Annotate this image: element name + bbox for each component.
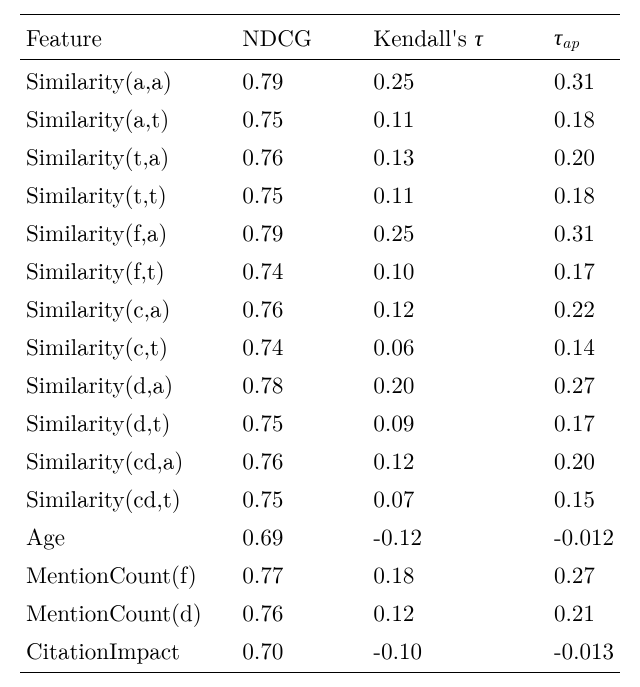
cell-feature: MentionCount(d) [20, 592, 236, 630]
table-row: Age0.69-0.12-0.012 [20, 516, 620, 554]
cell-kendall: 0.06 [367, 326, 548, 364]
cell-ndcg: 0.75 [236, 478, 367, 516]
table-row: Similarity(f,t)0.740.100.17 [20, 250, 620, 288]
cell-kendall: 0.12 [367, 440, 548, 478]
cell-kendall: 0.11 [367, 98, 548, 136]
cell-kendall: 0.11 [367, 174, 548, 212]
table-body: Similarity(a,a)0.790.250.31Similarity(a,… [20, 60, 620, 673]
cell-ndcg: 0.69 [236, 516, 367, 554]
cell-ndcg: 0.74 [236, 250, 367, 288]
metrics-table: Feature NDCG Kendall's τ τap Similarity(… [20, 14, 620, 673]
cell-kendall: 0.10 [367, 250, 548, 288]
col-header-feature: Feature [20, 15, 236, 60]
cell-ndcg: 0.75 [236, 98, 367, 136]
cell-feature: Similarity(d,t) [20, 402, 236, 440]
cell-feature: Similarity(cd,a) [20, 440, 236, 478]
table-row: MentionCount(d)0.760.120.21 [20, 592, 620, 630]
cell-feature: Similarity(c,t) [20, 326, 236, 364]
cell-tap: 0.18 [548, 174, 620, 212]
cell-ndcg: 0.79 [236, 212, 367, 250]
cell-ndcg: 0.76 [236, 136, 367, 174]
table-row: Similarity(d,a)0.780.200.27 [20, 364, 620, 402]
cell-feature: CitationImpact [20, 630, 236, 672]
cell-tap: 0.20 [548, 440, 620, 478]
tap-subscript: ap [562, 29, 579, 53]
cell-tap: -0.012 [548, 516, 620, 554]
table-row: Similarity(a,t)0.750.110.18 [20, 98, 620, 136]
kendall-tau-symbol: τ [475, 20, 483, 53]
cell-tap: 0.17 [548, 402, 620, 440]
cell-tap: -0.013 [548, 630, 620, 672]
table-row: CitationImpact0.70-0.10-0.013 [20, 630, 620, 672]
table-row: Similarity(c,t)0.740.060.14 [20, 326, 620, 364]
cell-kendall: -0.10 [367, 630, 548, 672]
cell-kendall: 0.12 [367, 592, 548, 630]
cell-tap: 0.20 [548, 136, 620, 174]
cell-tap: 0.27 [548, 554, 620, 592]
cell-kendall: 0.12 [367, 288, 548, 326]
cell-tap: 0.18 [548, 98, 620, 136]
cell-kendall: 0.13 [367, 136, 548, 174]
cell-tap: 0.14 [548, 326, 620, 364]
cell-ndcg: 0.79 [236, 60, 367, 99]
table-row: Similarity(a,a)0.790.250.31 [20, 60, 620, 99]
cell-ndcg: 0.75 [236, 174, 367, 212]
cell-feature: Similarity(f,t) [20, 250, 236, 288]
tap-tau-symbol: τ [554, 19, 562, 52]
cell-feature: Age [20, 516, 236, 554]
cell-feature: MentionCount(f) [20, 554, 236, 592]
cell-tap: 0.27 [548, 364, 620, 402]
cell-feature: Similarity(cd,t) [20, 478, 236, 516]
cell-feature: Similarity(a,t) [20, 98, 236, 136]
cell-kendall: 0.07 [367, 478, 548, 516]
cell-ndcg: 0.76 [236, 592, 367, 630]
cell-ndcg: 0.76 [236, 440, 367, 478]
cell-ndcg: 0.77 [236, 554, 367, 592]
cell-tap: 0.31 [548, 212, 620, 250]
cell-tap: 0.15 [548, 478, 620, 516]
cell-feature: Similarity(a,a) [20, 60, 236, 99]
cell-feature: Similarity(f,a) [20, 212, 236, 250]
cell-kendall: 0.25 [367, 212, 548, 250]
cell-kendall: 0.18 [367, 554, 548, 592]
header-row: Feature NDCG Kendall's τ τap [20, 15, 620, 60]
cell-kendall: -0.12 [367, 516, 548, 554]
cell-feature: Similarity(t,a) [20, 136, 236, 174]
cell-feature: Similarity(c,a) [20, 288, 236, 326]
col-header-ndcg: NDCG [236, 15, 367, 60]
cell-ndcg: 0.76 [236, 288, 367, 326]
table-row: Similarity(t,t)0.750.110.18 [20, 174, 620, 212]
table-row: Similarity(t,a)0.760.130.20 [20, 136, 620, 174]
cell-ndcg: 0.70 [236, 630, 367, 672]
cell-kendall: 0.20 [367, 364, 548, 402]
table-row: Similarity(d,t)0.750.090.17 [20, 402, 620, 440]
kendall-prefix: Kendall's [373, 20, 474, 53]
cell-ndcg: 0.74 [236, 326, 367, 364]
cell-ndcg: 0.78 [236, 364, 367, 402]
table-row: Similarity(cd,t)0.750.070.15 [20, 478, 620, 516]
table-row: Similarity(cd,a)0.760.120.20 [20, 440, 620, 478]
metrics-table-container: Feature NDCG Kendall's τ τap Similarity(… [0, 0, 640, 687]
col-header-kendall: Kendall's τ [367, 15, 548, 60]
table-row: Similarity(c,a)0.760.120.22 [20, 288, 620, 326]
cell-tap: 0.31 [548, 60, 620, 99]
cell-kendall: 0.09 [367, 402, 548, 440]
cell-tap: 0.17 [548, 250, 620, 288]
col-header-tap: τap [548, 15, 620, 60]
cell-tap: 0.22 [548, 288, 620, 326]
cell-feature: Similarity(t,t) [20, 174, 236, 212]
table-row: MentionCount(f)0.770.180.27 [20, 554, 620, 592]
cell-tap: 0.21 [548, 592, 620, 630]
table-row: Similarity(f,a)0.790.250.31 [20, 212, 620, 250]
cell-feature: Similarity(d,a) [20, 364, 236, 402]
cell-kendall: 0.25 [367, 60, 548, 99]
cell-ndcg: 0.75 [236, 402, 367, 440]
